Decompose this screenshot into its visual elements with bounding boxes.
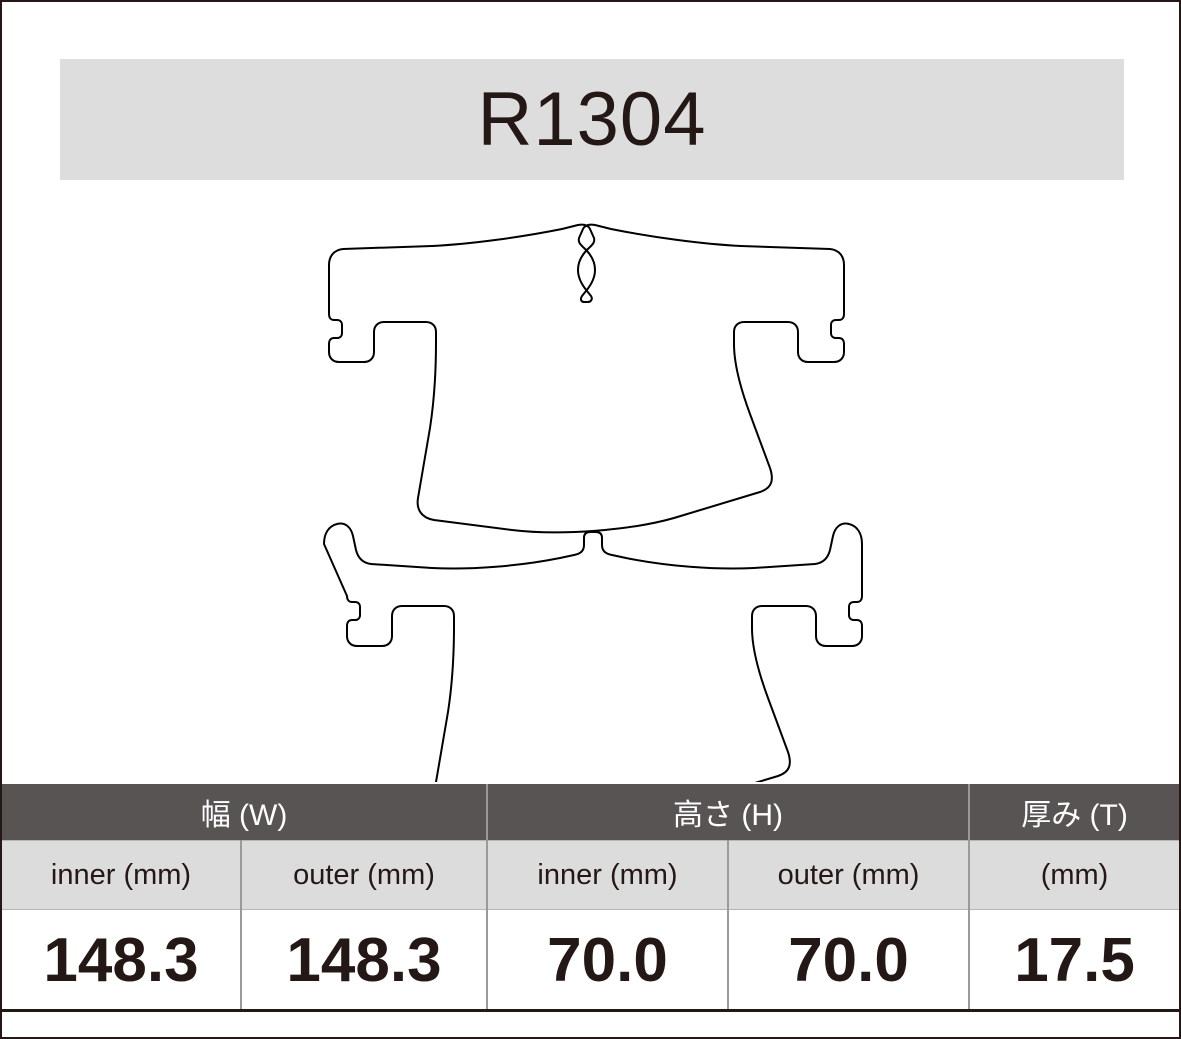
group-header-height: 高さ (H) xyxy=(487,784,971,841)
part-code-band: R1304 xyxy=(60,59,1124,180)
group-header-thickness: 厚み (T) xyxy=(969,784,1179,841)
value-thickness: 17.5 xyxy=(969,909,1179,1010)
table-values-row: 148.3 148.3 70.0 70.0 17.5 xyxy=(2,909,1179,1010)
pad-outline-svg xyxy=(323,223,863,782)
table-group-header-row: 幅 (W) 高さ (H) 厚み (T) xyxy=(2,784,1179,841)
value-width-outer: 148.3 xyxy=(241,909,489,1010)
outer-pad-outline xyxy=(323,522,863,782)
subheader-width-inner: inner (mm) xyxy=(2,840,242,910)
inner-pad-outline xyxy=(328,223,845,534)
specification-table: 幅 (W) 高さ (H) 厚み (T) inner (mm) outer (mm… xyxy=(2,784,1179,1010)
value-height-outer: 70.0 xyxy=(728,909,971,1010)
subheader-height-outer: outer (mm) xyxy=(728,840,971,910)
page-title: R1304 xyxy=(477,76,707,162)
subheader-height-inner: inner (mm) xyxy=(487,840,730,910)
subheader-width-outer: outer (mm) xyxy=(241,840,489,910)
group-header-width: 幅 (W) xyxy=(2,784,489,841)
value-height-inner: 70.0 xyxy=(487,909,730,1010)
value-width-inner: 148.3 xyxy=(2,909,242,1010)
table-bottom-rule xyxy=(2,1009,1179,1012)
table-subheader-row: inner (mm) outer (mm) inner (mm) outer (… xyxy=(2,840,1179,910)
subheader-thickness-unit: (mm) xyxy=(969,840,1179,910)
brake-pad-diagram xyxy=(2,192,1179,782)
